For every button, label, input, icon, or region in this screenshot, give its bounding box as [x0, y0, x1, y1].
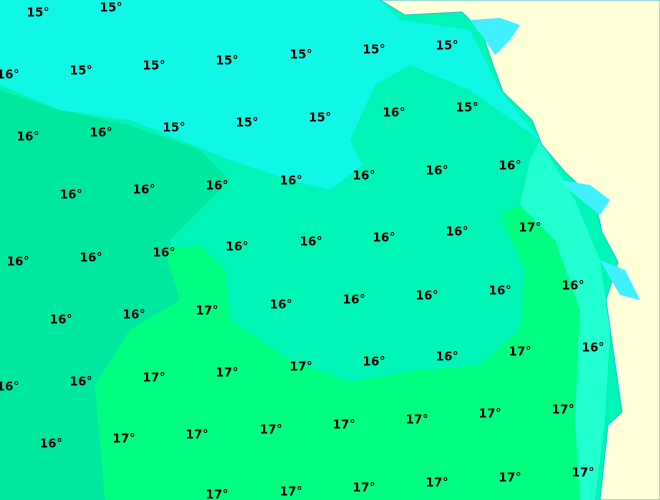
temperature-label: 15°	[216, 54, 239, 68]
temperature-label: 16°	[0, 68, 19, 82]
temperature-label: 16°	[226, 240, 249, 254]
temperature-label: 16°	[206, 179, 229, 193]
temperature-label: 16°	[70, 375, 93, 389]
temperature-label: 15°	[27, 6, 50, 20]
temperature-label: 16°	[7, 255, 30, 269]
temperature-label: 17°	[260, 423, 283, 437]
temperature-label: 16°	[373, 231, 396, 245]
temperature-label: 16°	[17, 130, 40, 144]
temperature-label: 15°	[436, 39, 459, 53]
temperature-label: 17°	[143, 371, 166, 385]
coastal-band	[520, 140, 610, 500]
temperature-label: 15°	[363, 43, 386, 57]
temperature-label: 17°	[519, 221, 542, 235]
temperature-label: 16°	[60, 188, 83, 202]
temperature-label: 17°	[206, 488, 229, 500]
temperature-label: 15°	[70, 64, 93, 78]
temperature-label: 16°	[90, 126, 113, 140]
temperature-label: 16°	[426, 164, 449, 178]
temperature-label: 15°	[456, 101, 479, 115]
temperature-label: 17°	[280, 485, 303, 499]
temperature-label: 16°	[562, 279, 585, 293]
temperature-label: 17°	[509, 345, 532, 359]
temperature-label: 15°	[143, 59, 166, 73]
temperature-label: 16°	[446, 225, 469, 239]
temperature-label: 16°	[436, 350, 459, 364]
sea-west	[0, 90, 230, 500]
temperature-label: 16°	[499, 159, 522, 173]
temperature-label: 16°	[40, 437, 63, 451]
temperature-label: 16°	[582, 341, 605, 355]
temperature-label: 15°	[290, 48, 313, 62]
temperature-label: 17°	[333, 418, 356, 432]
temperature-label: 17°	[572, 466, 595, 480]
temperature-label: 16°	[270, 298, 293, 312]
temperature-label: 17°	[426, 476, 449, 490]
temperature-label: 16°	[280, 174, 303, 188]
temperature-label: 17°	[479, 407, 502, 421]
temperature-label: 16°	[153, 246, 176, 260]
temperature-label: 16°	[133, 183, 156, 197]
temperature-label: 17°	[216, 366, 239, 380]
temperature-label: 16°	[353, 169, 376, 183]
temperature-label: 16°	[80, 251, 103, 265]
temperature-label: 16°	[0, 380, 19, 394]
temperature-label: 15°	[163, 121, 186, 135]
temperature-label: 16°	[363, 355, 386, 369]
temperature-label: 16°	[123, 308, 146, 322]
temperature-label: 17°	[353, 481, 376, 495]
temperature-label: 17°	[196, 304, 219, 318]
inlets	[470, 18, 640, 300]
temperature-label: 16°	[343, 293, 366, 307]
temperature-label: 15°	[236, 116, 259, 130]
temperature-label: 17°	[406, 413, 429, 427]
temperature-label: 16°	[489, 284, 512, 298]
temperature-label: 17°	[499, 471, 522, 485]
temperature-label: 17°	[290, 360, 313, 374]
temperature-label: 16°	[383, 106, 406, 120]
temperature-label: 17°	[113, 432, 136, 446]
sea-south	[95, 205, 595, 500]
temperature-label: 16°	[50, 313, 73, 327]
temperature-label: 17°	[552, 403, 575, 417]
temperature-label: 16°	[416, 289, 439, 303]
temperature-label: 15°	[309, 111, 332, 125]
temperature-label: 16°	[300, 235, 323, 249]
sea-north	[0, 0, 540, 190]
temperature-label: 15°	[100, 1, 123, 15]
temperature-label: 17°	[186, 428, 209, 442]
